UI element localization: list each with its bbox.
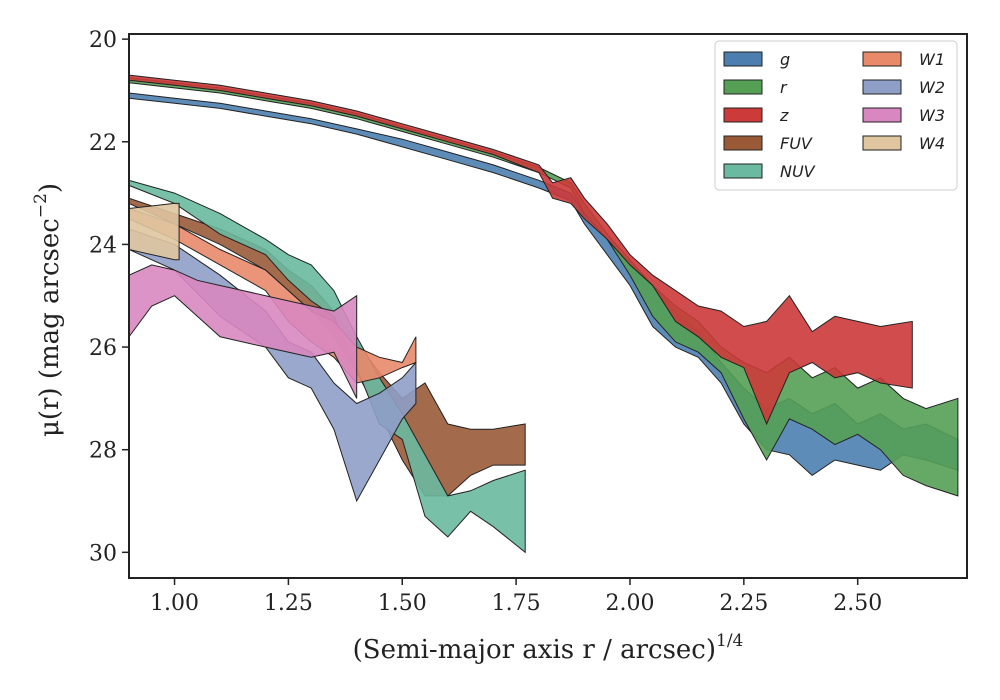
band-nuv: [129, 179, 526, 554]
legend: grz FUV NUV W1 W2 W3 W4: [714, 40, 958, 191]
y-axis-title-text: μ(r) (mag arcsec: [35, 218, 65, 437]
legend-swatch-g: [723, 51, 763, 67]
legend-swatch-nuv: [723, 163, 763, 179]
band-w3: [129, 264, 358, 399]
y-tick-label: 28: [89, 439, 117, 464]
x-tick-label: 2.25: [719, 591, 768, 616]
y-axis-title-power: −2: [31, 193, 51, 218]
y-tick-label: 30: [89, 541, 117, 566]
legend-label-fuv: FUV: [780, 134, 813, 153]
legend-label-z: z: [779, 106, 789, 125]
band-layer: [129, 74, 959, 554]
x-tick-label: 2.00: [605, 591, 654, 616]
y-tick-label: 24: [89, 233, 117, 258]
legend-swatch-z: [723, 107, 763, 123]
legend-swatch-fuv: [723, 135, 763, 151]
x-axis-title: (Semi-major axis r / arcsec)1/4: [353, 631, 744, 665]
x-tick-label: 1.00: [150, 591, 199, 616]
x-axis: 1.00 1.25 1.50 1.75 2.00 2.25 2.50: [150, 578, 882, 616]
legend-swatch-r: [723, 79, 763, 95]
legend-label-w3: W3: [919, 106, 945, 125]
legend-box: [714, 40, 958, 191]
legend-label-nuv: NUV: [780, 162, 816, 181]
x-axis-title-text: (Semi-major axis r / arcsec): [353, 635, 716, 665]
x-axis-title-power: 1/4: [716, 631, 743, 651]
x-tick-label: 1.50: [378, 591, 427, 616]
y-tick-label: 22: [89, 131, 117, 156]
band-r: [129, 77, 959, 497]
x-tick-label: 1.75: [492, 591, 541, 616]
legend-label-w2: W2: [919, 78, 945, 97]
legend-swatch-w4: [862, 135, 902, 151]
band-z: [129, 74, 913, 426]
y-tick-label: 20: [89, 28, 117, 53]
legend-label-r: r: [780, 78, 788, 97]
legend-swatch-w2: [862, 79, 902, 95]
y-axis: 20 22 24 26 28 30: [89, 28, 129, 566]
legend-swatch-w3: [862, 107, 902, 123]
legend-swatch-w1: [862, 51, 902, 67]
y-axis-title: μ(r) (mag arcsec−2): [31, 183, 65, 437]
x-tick-label: 2.50: [833, 591, 882, 616]
legend-label-g: g: [780, 50, 790, 69]
band-w4: [129, 202, 180, 261]
x-tick-label: 1.25: [264, 591, 313, 616]
legend-label-w4: W4: [919, 134, 945, 153]
legend-label-w1: W1: [919, 50, 945, 69]
plot-frame: [128, 33, 968, 579]
y-tick-label: 26: [89, 336, 117, 361]
y-axis-title-close: ): [35, 183, 65, 193]
